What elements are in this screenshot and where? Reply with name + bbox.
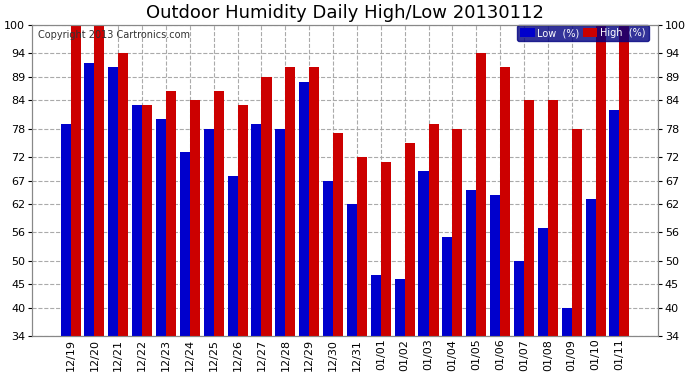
Bar	[61, 124, 70, 336]
Bar	[204, 129, 214, 336]
Bar	[95, 25, 104, 336]
Bar	[166, 91, 176, 336]
Bar	[108, 68, 118, 336]
Bar	[214, 91, 224, 336]
Bar	[275, 129, 286, 336]
Bar	[347, 204, 357, 336]
Bar	[428, 124, 439, 336]
Bar	[476, 53, 486, 336]
Bar	[466, 190, 476, 336]
Bar	[453, 129, 462, 336]
Bar	[562, 308, 572, 336]
Bar	[333, 134, 343, 336]
Bar	[620, 25, 629, 336]
Bar	[572, 129, 582, 336]
Bar	[395, 279, 404, 336]
Bar	[299, 82, 309, 336]
Bar	[586, 200, 595, 336]
Bar	[609, 110, 620, 336]
Bar	[524, 100, 534, 336]
Bar	[156, 119, 166, 336]
Bar	[237, 105, 248, 336]
Bar	[404, 143, 415, 336]
Bar	[548, 100, 558, 336]
Bar	[286, 68, 295, 336]
Title: Outdoor Humidity Daily High/Low 20130112: Outdoor Humidity Daily High/Low 20130112	[146, 4, 544, 22]
Bar	[70, 25, 81, 336]
Bar	[538, 228, 548, 336]
Bar	[595, 25, 606, 336]
Bar	[490, 195, 500, 336]
Bar	[323, 180, 333, 336]
Bar	[190, 100, 200, 336]
Bar	[251, 124, 262, 336]
Bar	[500, 68, 510, 336]
Bar	[84, 63, 95, 336]
Bar	[309, 68, 319, 336]
Bar	[442, 237, 453, 336]
Bar	[228, 176, 237, 336]
Text: Copyright 2013 Cartronics.com: Copyright 2013 Cartronics.com	[39, 30, 190, 40]
Bar	[419, 171, 428, 336]
Bar	[142, 105, 152, 336]
Legend: Low  (%), High  (%): Low (%), High (%)	[517, 25, 649, 41]
Bar	[132, 105, 142, 336]
Bar	[357, 157, 367, 336]
Bar	[118, 53, 128, 336]
Bar	[381, 162, 391, 336]
Bar	[262, 77, 271, 336]
Bar	[514, 261, 524, 336]
Bar	[180, 152, 190, 336]
Bar	[371, 275, 381, 336]
